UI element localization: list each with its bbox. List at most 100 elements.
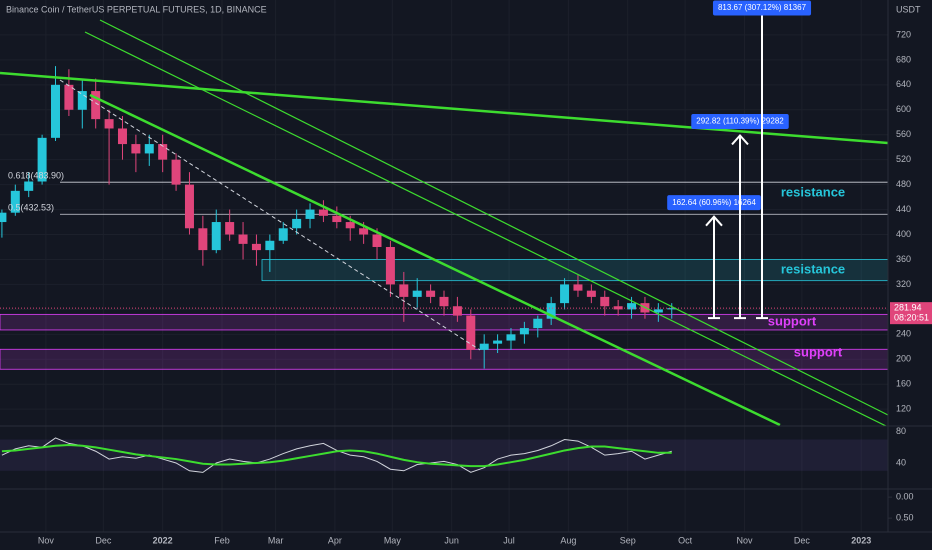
candle-body <box>318 209 328 216</box>
y-tick-label: 320 <box>896 279 911 289</box>
candle-body <box>211 222 221 251</box>
candle-body <box>117 128 127 145</box>
zone <box>0 348 888 370</box>
measure: 162.64 (60.96%) 16264 <box>667 195 761 320</box>
candle-body <box>586 290 596 297</box>
candle-body <box>24 181 34 191</box>
annotation: resistance <box>781 184 845 199</box>
fib-label: 0.618(483.90) <box>8 171 64 181</box>
y-tick-label: 0.00 <box>896 492 914 502</box>
candle-body <box>667 308 677 310</box>
candle-body <box>546 303 556 319</box>
candle-body <box>0 212 7 223</box>
candle-body <box>385 246 395 285</box>
measure-box <box>691 113 789 129</box>
candle-body <box>251 243 261 251</box>
candle-body <box>653 309 663 313</box>
candle-body <box>506 334 516 341</box>
x-tick-label: Apr <box>328 535 342 545</box>
x-tick-label: Dec <box>794 535 811 545</box>
y-tick-label: 680 <box>896 54 911 64</box>
candle-body <box>265 240 275 251</box>
y-tick-label: 400 <box>896 229 911 239</box>
arrow-head <box>705 215 723 227</box>
y-tick-label: 600 <box>896 104 911 114</box>
zone <box>261 259 888 282</box>
measure-box <box>712 0 812 16</box>
measure-label: 813.67 (307.12%) 81367 <box>718 3 807 12</box>
candle-body <box>198 228 208 251</box>
y-tick-label: 360 <box>896 254 911 264</box>
candle-body <box>77 91 87 110</box>
candle-body <box>452 306 462 316</box>
x-tick-label: 2022 <box>153 535 173 545</box>
y-tick-label: 120 <box>896 404 911 414</box>
candle-body <box>573 284 583 291</box>
x-tick-label: Nov <box>38 535 55 545</box>
y-tick-label: 200 <box>896 354 911 364</box>
candle-body <box>627 303 637 310</box>
candle-body <box>158 144 168 160</box>
x-tick-label: May <box>384 535 402 545</box>
candle-body <box>144 144 154 154</box>
candle-body <box>51 84 60 138</box>
trend-line <box>0 71 888 145</box>
candle-body <box>466 315 476 350</box>
measure: 813.67 (307.12%) 81367 <box>712 0 812 320</box>
candle-body <box>238 234 248 244</box>
candle-body <box>104 119 114 129</box>
trend-line <box>89 93 781 426</box>
x-tick-label: Sep <box>620 535 636 545</box>
candle-body <box>184 184 194 229</box>
y-tick-label: 520 <box>896 154 911 164</box>
candle-body <box>372 234 382 247</box>
candle-body <box>305 209 315 219</box>
x-tick-label: Dec <box>95 535 112 545</box>
countdown: 08:20:51 <box>894 313 929 323</box>
rsi-line <box>1 443 672 468</box>
y-tick-label: 440 <box>896 204 911 214</box>
measure: 292.82 (110.39%) 29282 <box>691 113 789 320</box>
channel-line <box>84 31 888 426</box>
candle-body <box>225 222 235 235</box>
zone-label: support <box>794 345 843 360</box>
trend-lines <box>0 19 888 426</box>
x-tick-label: Oct <box>678 535 693 545</box>
rsi-band <box>0 439 888 471</box>
y-tick-label: 80 <box>896 426 906 436</box>
price-tag-label: 281.94 <box>894 303 922 313</box>
x-tick-label: Jul <box>503 535 515 545</box>
x-tick-label: Nov <box>736 535 753 545</box>
x-tick-label: Mar <box>268 535 284 545</box>
candle-body <box>600 296 610 307</box>
fib-label: 0.5(432.53) <box>8 203 54 213</box>
y-tick-label: 240 <box>896 329 911 339</box>
candle-body <box>399 284 409 297</box>
candle-body <box>412 290 422 297</box>
candle-body <box>292 218 302 229</box>
y-axis-label: USDT <box>896 4 921 14</box>
price-tag <box>890 302 932 325</box>
x-tick-label: 2023 <box>851 535 871 545</box>
candle-body <box>493 340 503 344</box>
candle-body <box>359 228 369 235</box>
candle-body <box>426 290 436 297</box>
y-tick-label: 640 <box>896 79 911 89</box>
y-tick-label: 40 <box>896 457 906 467</box>
candle-body <box>10 190 20 213</box>
candle-body <box>345 222 355 229</box>
zone-label: resistance <box>781 262 845 277</box>
x-tick-label: Feb <box>214 535 230 545</box>
y-tick-label: 720 <box>896 29 911 39</box>
x-tick-label: Jun <box>444 535 459 545</box>
candle-body <box>332 215 342 223</box>
y-tick-label: 560 <box>896 129 911 139</box>
channel-line <box>99 19 888 416</box>
dashed-line <box>59 79 481 351</box>
candle-body <box>560 284 570 304</box>
candle-body <box>519 328 529 335</box>
measure-label: 162.64 (60.96%) 16264 <box>672 198 756 207</box>
candle-body <box>479 343 489 350</box>
y-tick-label: 0.50 <box>896 513 914 523</box>
